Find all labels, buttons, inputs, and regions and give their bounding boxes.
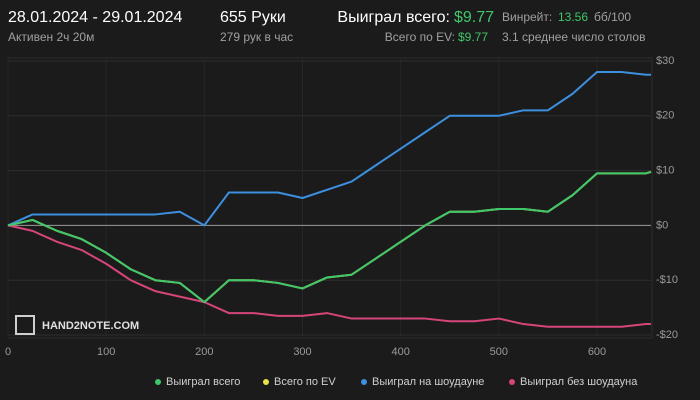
ev-value: $9.77 [458, 30, 488, 44]
legend-label: Всего по EV [274, 376, 336, 388]
legend-marker [155, 379, 161, 385]
winrate-unit: бб/100 [594, 10, 631, 24]
date-range: 28.01.2024 - 29.01.2024 [8, 9, 182, 26]
series-line [7, 224, 651, 328]
logo-text: HAND2NOTE.COM [42, 320, 139, 332]
tables: 3.1 среднее число столов [502, 30, 645, 44]
legend-marker [263, 379, 269, 385]
x-tick-label: 200 [195, 346, 213, 358]
x-tick-label: 400 [391, 346, 409, 358]
y-tick-label: -$10 [656, 274, 678, 286]
y-tick-label: $0 [656, 219, 668, 231]
winrate-label: Винрейт: [502, 10, 552, 24]
y-tick-label: $20 [656, 110, 674, 122]
x-tick-label: 0 [5, 346, 11, 358]
logo-icon [15, 315, 35, 335]
legend-label: Выиграл без шоудауна [520, 376, 638, 388]
x-tick-label: 300 [293, 346, 311, 358]
series-line [7, 170, 652, 304]
logo: HAND2NOTE.COM [15, 315, 139, 335]
y-tick-label: $10 [656, 165, 674, 177]
y-tick-label: $30 [656, 55, 674, 67]
hands: 655 Руки [220, 9, 286, 26]
ev-label: Всего по EV: [385, 30, 455, 44]
active-time: Активен 2ч 20м [8, 30, 94, 44]
legend-label: Выиграл всего [166, 376, 240, 388]
won-label: Выиграл всего: [337, 9, 450, 26]
legend-marker [361, 379, 367, 385]
legend-label: Выиграл на шоудауне [372, 376, 484, 388]
x-tick-label: 600 [588, 346, 606, 358]
winrate-value: 13.56 [558, 10, 588, 24]
x-tick-label: 500 [490, 346, 508, 358]
x-tick-label: 100 [97, 346, 115, 358]
series-line [7, 70, 651, 227]
hands-per-hour: 279 рук в час [220, 30, 293, 44]
y-tick-label: -$20 [656, 329, 678, 341]
won-value: $9.77 [454, 9, 494, 26]
legend-marker [509, 379, 515, 385]
